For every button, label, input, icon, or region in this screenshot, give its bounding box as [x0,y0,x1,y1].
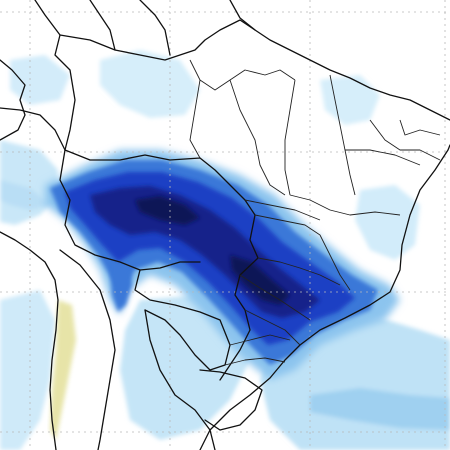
precip-sw-ocean [0,290,55,450]
band-tail [110,262,132,312]
dry-band [50,300,76,440]
precip-north [100,50,200,118]
uruguay-border [199,369,263,431]
band-extreme-1 [230,255,290,305]
precip-nw [10,55,70,105]
bolivia-border [59,149,201,271]
state-lines-northeast [329,74,441,196]
state-borders [189,59,441,366]
argentina-border [59,249,216,450]
precip-ocean-streak [310,388,450,430]
precip-east [355,185,420,260]
band-extreme-2 [135,196,200,225]
precip-ne [320,75,380,125]
andes-borders [0,0,171,151]
precip-west-streaks [0,180,50,210]
precip-south [120,295,250,440]
light-precip-layer [0,50,450,450]
state-lines-north [189,59,401,216]
state-lines-center [239,199,351,346]
state-lines-south [224,334,291,366]
